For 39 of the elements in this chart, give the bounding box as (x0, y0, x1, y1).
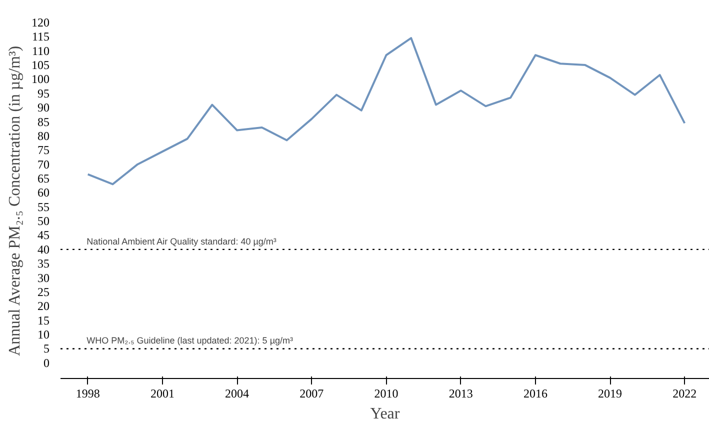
y-tick-label: 85 (38, 114, 50, 129)
x-tick-label: 2022 (672, 386, 697, 400)
y-tick-label: 120 (32, 16, 50, 30)
x-tick-label: 2016 (523, 386, 548, 400)
y-tick-label: 30 (38, 270, 50, 285)
x-tick-label: 1998 (76, 386, 100, 400)
y-tick-label: 100 (32, 72, 50, 86)
y-tick-label: 80 (38, 128, 50, 143)
line-series (86, 37, 686, 186)
x-tick-label: 2010 (374, 386, 398, 400)
x-tick-label: 2001 (150, 386, 174, 400)
y-tick-label: 60 (38, 186, 50, 200)
x-axis-title: Year (370, 406, 400, 422)
ref-line-label: National Ambient Air Quality standard: 40 µg/m³ (86, 236, 276, 246)
x-tick-label: 2004 (225, 386, 250, 400)
y-tick-label: 10 (38, 328, 50, 342)
y-tick-label: 110 (32, 44, 50, 58)
x-tick-label: 2013 (448, 386, 473, 400)
y-tick-label: 20 (38, 299, 50, 314)
y-tick-label: 105 (32, 58, 50, 72)
y-tick-label: 5 (44, 342, 50, 356)
y-tick-label: 65 (38, 172, 50, 186)
x-tick-label: 2019 (598, 386, 622, 400)
y-tick-label: 70 (38, 157, 50, 172)
ref-line-label: WHO PM₂.₅ Guideline (last updated: 2021): 5 µg/m³ (86, 336, 293, 346)
y-tick-label: 115 (32, 30, 50, 44)
y-tick-label: 50 (38, 214, 50, 228)
y-tick-label: 0 (44, 356, 50, 370)
x-tick-label: 2007 (300, 386, 324, 400)
y-axis-title: Annual Average PM₂.₅ Concentration (in µg/m³) (6, 46, 24, 356)
y-tick-label: 95 (38, 86, 50, 100)
y-tick-label: 75 (38, 143, 50, 158)
y-tick-label: 40 (38, 242, 50, 256)
y-tick-label: 55 (38, 200, 50, 214)
y-tick-label: 15 (38, 313, 50, 328)
y-tick-label: 35 (38, 256, 50, 271)
y-tick-label: 90 (38, 100, 50, 115)
y-tick-label: 45 (38, 228, 50, 242)
y-tick-label: 25 (38, 284, 50, 299)
